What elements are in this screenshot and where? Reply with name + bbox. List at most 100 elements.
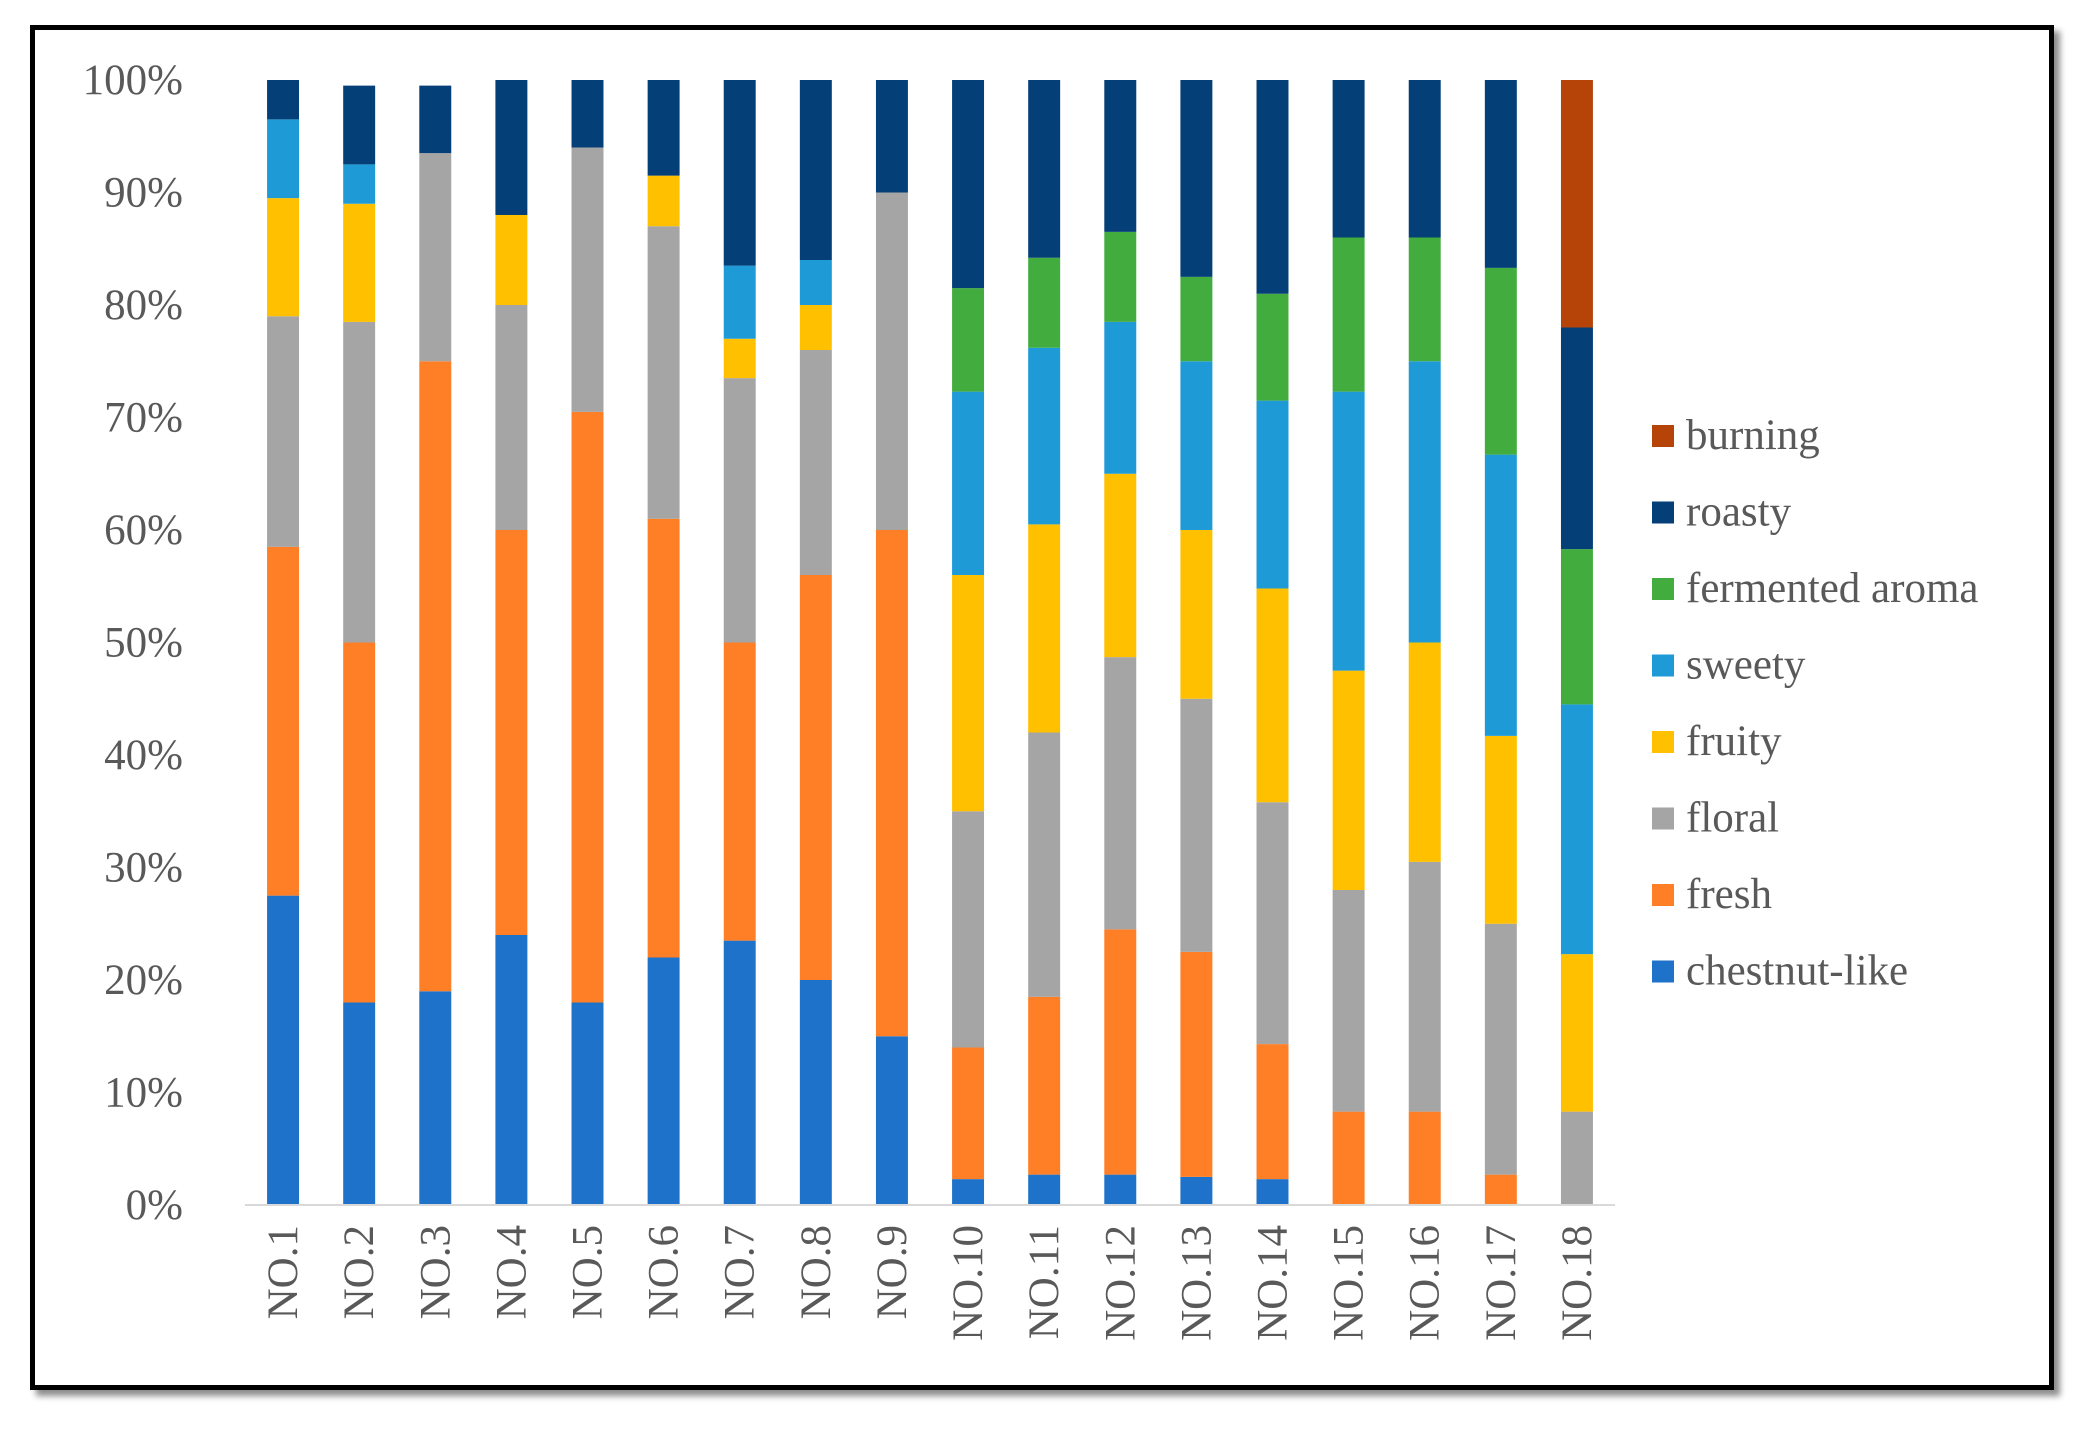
legend-label: burning (1686, 412, 1820, 459)
bar-segment-sweety (1408, 361, 1441, 643)
y-tick-label: 90% (104, 170, 183, 217)
legend-item: fresh (1652, 871, 1772, 918)
x-tick-label: NO.15 (1326, 1225, 1373, 1341)
bar-segment-chestnut-like (799, 980, 832, 1205)
bar-stack (267, 80, 300, 1205)
bar-segment-fruity (495, 215, 528, 305)
bar-stack (799, 80, 832, 1205)
bar-segment-burning (1560, 80, 1593, 328)
bar-segment-roasty (267, 80, 300, 120)
y-tick-label: 60% (104, 507, 183, 554)
bar-segment-fresh (875, 530, 908, 1037)
x-tick-label: NO.13 (1173, 1225, 1220, 1341)
bar-segment-sweety (343, 164, 376, 204)
legend-swatch (1652, 501, 1674, 524)
bar-stack (952, 80, 985, 1205)
bar-segment-floral (1256, 802, 1289, 1045)
x-tick-label: NO.18 (1554, 1225, 1601, 1341)
bar-segment-roasty (1028, 80, 1061, 258)
bar-segment-chestnut-like (723, 940, 756, 1205)
bar-segment-chestnut-like (1104, 1174, 1137, 1205)
x-tick-label: NO.6 (641, 1225, 688, 1319)
legend-label: fresh (1686, 871, 1772, 918)
bar-segment-sweety (1028, 347, 1061, 525)
x-tick-label: NO.14 (1250, 1225, 1297, 1341)
legend-swatch (1652, 578, 1674, 600)
bar-stack (1484, 80, 1517, 1205)
bars (267, 80, 1593, 1205)
bar-segment-fermented-aroma (1332, 237, 1365, 392)
y-tick-label: 50% (104, 620, 183, 667)
legend-label: fruity (1686, 718, 1782, 765)
bar-segment-floral (723, 378, 756, 643)
bar-segment-fruity (1332, 670, 1365, 890)
bar-stack (1332, 80, 1365, 1205)
bar-segment-fermented-aroma (1256, 293, 1289, 401)
bar-segment-roasty (1484, 80, 1517, 268)
bar-stack (571, 80, 604, 1205)
x-tick-label: NO.2 (336, 1225, 383, 1319)
bar-segment-floral (1560, 1111, 1593, 1205)
bar-stack (1104, 80, 1137, 1205)
bar-segment-chestnut-like (647, 957, 680, 1205)
x-tick-label: NO.11 (1021, 1225, 1068, 1339)
legend-label: sweety (1686, 642, 1806, 689)
x-tick-label: NO.16 (1402, 1225, 1449, 1341)
bar-segment-roasty (571, 80, 604, 148)
legend-item: roasty (1652, 489, 1792, 536)
bar-segment-fresh (571, 411, 604, 1003)
bar-stack (1560, 80, 1593, 1205)
bar-segment-floral (1484, 923, 1517, 1175)
bar-segment-sweety (1484, 454, 1517, 736)
bar-segment-fresh (495, 530, 528, 935)
bar-stack (1028, 80, 1061, 1205)
bar-stack (1180, 80, 1213, 1205)
bar-segment-sweety (1560, 704, 1593, 955)
bar-segment-fresh (267, 546, 300, 896)
bar-segment-fresh (1180, 951, 1213, 1177)
bar-segment-fruity (1256, 588, 1289, 803)
legend-item: floral (1652, 795, 1779, 842)
bar-segment-fermented-aroma (1484, 267, 1517, 455)
y-tick-label: 0% (126, 1182, 183, 1229)
y-tick-label: 30% (104, 845, 183, 892)
x-tick-label: NO.3 (412, 1225, 459, 1319)
bar-segment-sweety (267, 119, 300, 199)
bar-segment-floral (647, 226, 680, 519)
bar-segment-fruity (1180, 530, 1213, 699)
bar-stack (1256, 80, 1289, 1205)
bar-stack (647, 80, 680, 1205)
bar-segment-fruity (1560, 954, 1593, 1112)
bar-segment-roasty (723, 80, 756, 266)
bar-segment-floral (799, 350, 832, 575)
bar-segment-fresh (799, 575, 832, 980)
bar-segment-chestnut-like (267, 895, 300, 1205)
x-tick-label: NO.7 (717, 1225, 764, 1319)
bar-segment-roasty (952, 80, 985, 289)
bar-segment-chestnut-like (1180, 1176, 1213, 1205)
bar-segment-floral (343, 321, 376, 643)
bar-segment-floral (1028, 732, 1061, 997)
bar-segment-fresh (723, 642, 756, 941)
bar-segment-sweety (1180, 361, 1213, 530)
legend-swatch (1652, 654, 1674, 677)
bar-segment-chestnut-like (343, 1002, 376, 1205)
bar-stack (723, 80, 756, 1205)
legend-label: floral (1686, 795, 1779, 842)
x-tick-label: NO.9 (869, 1225, 916, 1319)
bar-segment-fresh (343, 642, 376, 1003)
x-tick-label: NO.5 (565, 1225, 612, 1319)
bar-segment-roasty (343, 85, 376, 165)
bar-segment-roasty (799, 80, 832, 260)
x-tick-label: NO.8 (793, 1225, 840, 1319)
bar-segment-fresh (1104, 929, 1137, 1175)
bar-segment-fruity (1028, 524, 1061, 733)
bar-segment-fruity (952, 575, 985, 812)
legend-swatch (1652, 807, 1674, 830)
bar-segment-roasty (1560, 327, 1593, 550)
bar-segment-fresh (419, 361, 452, 992)
bar-segment-roasty (875, 80, 908, 193)
bar-segment-fresh (1408, 1111, 1441, 1205)
legend: burning roasty fermented aroma sweety fruity… (1652, 412, 1978, 995)
stacked-bar-chart: 0%10%20%30%40%50%60%70%80%90%100% NO.1 NO… (83, 57, 1979, 1341)
